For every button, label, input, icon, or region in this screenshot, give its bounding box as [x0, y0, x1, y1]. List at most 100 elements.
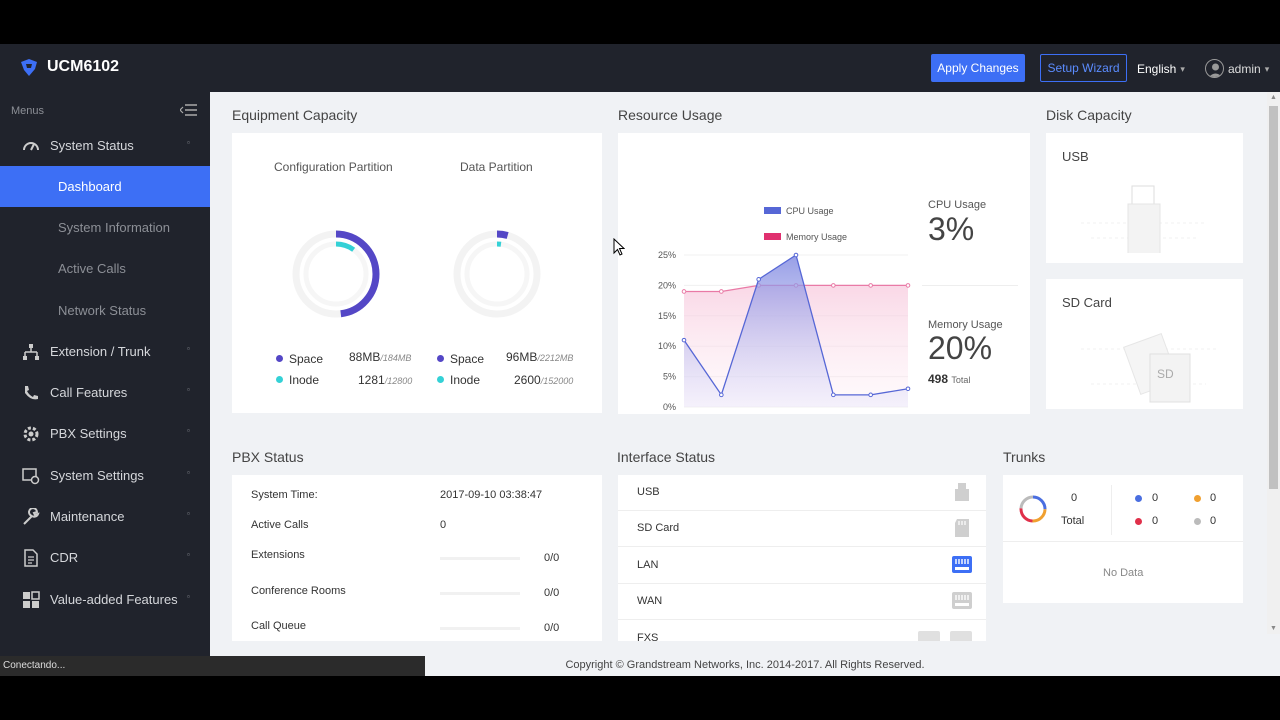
value-used: 2600 — [514, 373, 541, 387]
sd-card-port-icon — [955, 519, 969, 537]
resource-usage-chart: 0%5%10%15%20%25%0s10s20s30s40s50s60sCPU … — [658, 206, 911, 412]
scroll-up-icon[interactable]: ▲ — [1270, 94, 1277, 101]
language-select[interactable]: English ▾ — [1137, 62, 1185, 76]
no-data-message: No Data — [1103, 567, 1144, 579]
expand-icon: ▫ — [187, 592, 190, 601]
interface-row-usb: USB — [618, 475, 986, 511]
usb-drive-icon — [1081, 185, 1206, 253]
config-space-value: 88MB/184MB — [349, 350, 411, 364]
scroll-down-icon[interactable]: ▼ — [1270, 625, 1277, 632]
conference-rooms-bar — [440, 592, 520, 595]
interface-row-fxs: FXS — [618, 621, 986, 641]
data-point — [719, 289, 724, 294]
data-space-legend: Space — [437, 352, 484, 366]
scrollbar-thumb[interactable] — [1269, 106, 1278, 489]
sidebar-item-maintenance[interactable]: Maintenance ▫ — [0, 496, 210, 537]
pbx-row-label: System Time: — [251, 489, 318, 501]
interface-status-title: Interface Status — [617, 449, 716, 465]
page-scrollbar[interactable]: ▲ ▼ — [1267, 92, 1280, 634]
data-inode-legend: Inode — [437, 373, 480, 387]
expand-icon: ▫ — [187, 468, 190, 477]
menu-collapse-icon[interactable] — [180, 104, 197, 116]
user-menu[interactable]: admin ▾ — [1228, 62, 1269, 76]
data-point — [756, 277, 761, 282]
sidebar-item-system-settings[interactable]: System Settings ▫ — [0, 455, 210, 496]
sidebar-item-value-added-features[interactable]: Value-added Features ▫ — [0, 579, 210, 620]
memory-usage-label: Memory Usage — [928, 319, 1003, 331]
sidebar-item-label: CDR — [50, 550, 79, 565]
document-icon — [24, 549, 38, 567]
chevron-down-icon: ▾ — [1180, 64, 1185, 74]
data-point — [831, 392, 836, 398]
value-total: /2212MB — [537, 353, 574, 363]
sidebar-subitem-label: Dashboard — [58, 179, 122, 194]
interface-row-sd-card: SD Card — [618, 511, 986, 547]
usb-disk-label: USB — [1062, 149, 1089, 164]
user-avatar-icon[interactable] — [1205, 59, 1224, 78]
browser-status-bar: Conectando... — [0, 656, 425, 676]
resource-usage-panel: 0%5%10%15%20%25%0s10s20s30s40s50s60sCPU … — [618, 133, 1030, 414]
gauge-icon — [23, 142, 39, 151]
trunk-count: 0 — [1210, 515, 1217, 527]
interface-label: WAN — [637, 595, 663, 607]
sidebar-subitem-active-calls[interactable]: Active Calls — [0, 248, 210, 289]
lan-port-icon — [952, 556, 972, 573]
expand-icon: ▫ — [187, 385, 190, 394]
usb-disk-panel: USB — [1046, 133, 1243, 263]
divider — [1003, 541, 1243, 542]
legend-label-cpu: CPU Usage — [786, 206, 834, 216]
data-point — [831, 283, 836, 288]
sidebar-subitem-label: Network Status — [58, 303, 147, 318]
y-tick-label: 15% — [658, 311, 676, 321]
user-name: admin — [1228, 62, 1261, 76]
call-queue-value: 0/0 — [544, 622, 560, 634]
total-value: 498 — [928, 372, 949, 386]
value-total: /12800 — [384, 376, 413, 386]
sidebar-subitem-network-status[interactable]: Network Status — [0, 290, 210, 331]
sidebar-item-call-features[interactable]: Call Features ▫ — [0, 372, 210, 413]
sidebar-item-system-status[interactable]: System Status ▫ — [0, 125, 210, 166]
sidebar-item-pbx-settings[interactable]: PBX Settings ▫ — [0, 413, 210, 454]
sidebar-item-extension-trunk[interactable]: Extension / Trunk ▫ — [0, 331, 210, 372]
sidebar-subitem-dashboard[interactable]: Dashboard — [0, 166, 210, 207]
sidebar-item-cdr[interactable]: CDR ▫ — [0, 537, 210, 578]
trunks-panel: 0 Total 0 0 0 0 No Data — [1003, 475, 1243, 603]
grid-icon — [23, 591, 40, 608]
expand-icon: ▫ — [187, 509, 190, 518]
menus-label: Menus — [11, 105, 45, 117]
equipment-capacity-title: Equipment Capacity — [232, 107, 358, 123]
conference-rooms-value: 0/0 — [544, 587, 560, 599]
sidebar-subitem-label: Active Calls — [58, 261, 126, 276]
interface-label: USB — [637, 486, 660, 498]
disk-capacity-title: Disk Capacity — [1046, 107, 1132, 123]
mouse-cursor-icon — [613, 238, 625, 256]
pbx-row-label: Active Calls — [251, 519, 309, 531]
expand-icon: ▫ — [187, 426, 190, 435]
system-time-value: 2017-09-10 03:38:47 — [440, 489, 543, 501]
sidebar-item-label: System Settings — [50, 468, 144, 483]
y-tick-label: 10% — [658, 341, 676, 351]
sd-card-icon — [1081, 333, 1216, 403]
data-inode-value: 2600/152000 — [514, 373, 573, 387]
interface-label: SD Card — [637, 522, 680, 534]
trunk-status-dot — [1194, 518, 1201, 525]
value-total: /184MB — [380, 353, 412, 363]
memory-usage-value: 20% — [928, 330, 993, 366]
sidebar: Menus System Status ▫ Dashboard System I… — [0, 92, 210, 676]
sd-card-label: SD Card — [1062, 295, 1112, 310]
sidebar-subitem-system-information[interactable]: System Information — [0, 207, 210, 248]
config-space-legend: Space — [276, 352, 323, 366]
sd-card-panel: SD Card SD — [1046, 279, 1243, 409]
settings-icon — [22, 468, 40, 485]
pbx-status-panel: System Time: 2017-09-10 03:38:47 Active … — [232, 475, 602, 641]
value-used: 88MB — [349, 350, 381, 364]
apply-changes-button[interactable]: Apply Changes — [931, 54, 1025, 82]
top-bar: UCM6102 Apply Changes Setup Wizard Engli… — [0, 44, 1280, 92]
value-used: 1281 — [358, 373, 385, 387]
setup-wizard-button[interactable]: Setup Wizard — [1040, 54, 1127, 82]
y-tick-label: 5% — [663, 372, 676, 382]
data-partition-title: Data Partition — [460, 160, 533, 174]
data-point — [681, 337, 687, 343]
total-label: Total — [951, 375, 971, 385]
extensions-value: 0/0 — [544, 552, 560, 564]
